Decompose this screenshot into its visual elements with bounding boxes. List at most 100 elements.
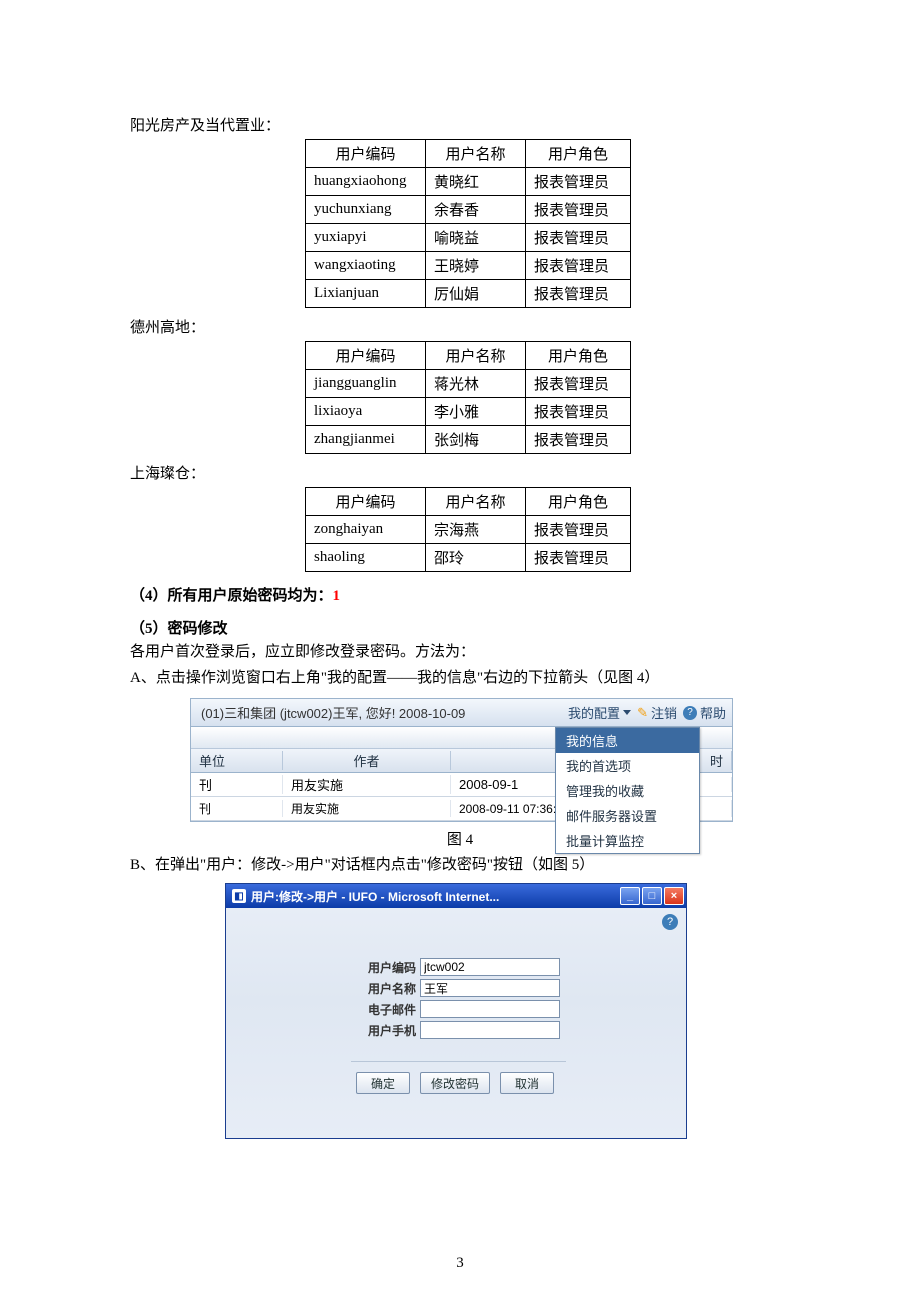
config-menu-label: 我的配置 [568,703,620,722]
cell-name: 邵玲 [426,544,526,572]
help-icon[interactable]: ? [662,914,678,930]
dropdown-item[interactable]: 我的信息 [556,728,699,753]
table-header-row: 用户编码 用户名称 用户角色 [306,488,631,516]
table-row: zonghaiyan宗海燕报表管理员 [306,516,631,544]
maximize-button[interactable]: □ [642,887,662,905]
cell-name: 余春香 [426,196,526,224]
cell-unit: 刊 [191,775,283,794]
cell-role: 报表管理员 [526,224,631,252]
section2-label: 德州高地： [130,316,790,337]
cell-code: yuchunxiang [306,196,426,224]
cell-name: 黄晓红 [426,168,526,196]
pen-icon: ✎ [637,705,648,721]
help-icon: ? [683,706,697,720]
note-4-value: 1 [333,588,341,604]
cell-role: 报表管理员 [526,252,631,280]
table-row: yuchunxiang余春香报表管理员 [306,196,631,224]
table-header-row: 用户编码 用户名称 用户角色 [306,342,631,370]
cell-role: 报表管理员 [526,516,631,544]
dropdown-item[interactable]: 批量计算监控 [556,828,699,853]
app-icon: ◧ [232,889,246,903]
form-row-phone: 用户手机 [354,1021,676,1039]
form-row-name: 用户名称 [354,979,676,997]
body-text-b: B、在弹出"用户：修改->用户"对话框内点击"修改密码"按钮（如图 5） [130,853,790,877]
section1-label: 阳光房产及当代置业： [130,114,790,135]
dialog-titlebar: ◧ 用户:修改->用户 - IUFO - Microsoft Internet.… [226,884,686,908]
cell-name: 喻晓益 [426,224,526,252]
cell-author: 用友实施 [283,775,451,794]
help-label: 帮助 [700,703,726,722]
fig4-right-links: 我的配置 ✎ 注销 ? 帮助 [568,703,726,722]
th-code: 用户编码 [306,140,426,168]
cell-code: Lixianjuan [306,280,426,308]
dialog-buttons: 确定 修改密码 取消 [356,1072,676,1094]
dropdown-item[interactable]: 邮件服务器设置 [556,803,699,828]
cell-unit: 刊 [191,800,283,817]
th-author: 作者 [283,751,451,770]
help-link[interactable]: ? 帮助 [683,703,726,722]
note-4: （4）所有用户原始密码均为：1 [130,584,790,605]
cell-role: 报表管理员 [526,280,631,308]
cell-role: 报表管理员 [526,370,631,398]
cell-code: zonghaiyan [306,516,426,544]
th-name: 用户名称 [426,140,526,168]
dropdown-item[interactable]: 管理我的收藏 [556,778,699,803]
table3: 用户编码 用户名称 用户角色 zonghaiyan宗海燕报表管理员 shaoli… [305,487,631,572]
form-row-code: 用户编码 [354,958,676,976]
separator [351,1061,566,1062]
config-menu[interactable]: 我的配置 [568,703,631,722]
th-role: 用户角色 [526,140,631,168]
change-password-button[interactable]: 修改密码 [420,1072,490,1094]
ok-button[interactable]: 确定 [356,1072,410,1094]
th-role: 用户角色 [526,488,631,516]
cell-role: 报表管理员 [526,398,631,426]
th-name: 用户名称 [426,342,526,370]
code-label: 用户编码 [354,959,416,976]
cell-author: 用友实施 [283,800,451,817]
table-row: yuxiapyi喻晓益报表管理员 [306,224,631,252]
form-row-email: 电子邮件 [354,1000,676,1018]
table-header-row: 用户编码 用户名称 用户角色 [306,140,631,168]
table-row: lixiaoya李小雅报表管理员 [306,398,631,426]
th-code: 用户编码 [306,488,426,516]
cell-code: yuxiapyi [306,224,426,252]
cell-name: 李小雅 [426,398,526,426]
cell-code: shaoling [306,544,426,572]
dropdown-item[interactable]: 我的首选项 [556,753,699,778]
dialog-body: ? 用户编码 用户名称 电子邮件 用户手机 确定 修改密码 取消 [226,908,686,1138]
logout-link[interactable]: ✎ 注销 [637,703,677,722]
user-name-input[interactable] [420,979,560,997]
phone-input[interactable] [420,1021,560,1039]
window-buttons: _ □ × [620,887,684,905]
user-code-input[interactable] [420,958,560,976]
note-4-prefix: （4）所有用户原始密码均为： [130,588,333,604]
fig4-greeting: (01)三和集团 (jtcw002)王军, 您好! 2008-10-09 [197,703,568,722]
cell-code: huangxiaohong [306,168,426,196]
body-text-a: A、点击操作浏览窗口右上角"我的配置——我的信息"右边的下拉箭头（见图 4） [130,666,790,690]
cell-role: 报表管理员 [526,544,631,572]
email-label: 电子邮件 [354,1001,416,1018]
table-row: zhangjianmei张剑梅报表管理员 [306,426,631,454]
close-button[interactable]: × [664,887,684,905]
cell-name: 宗海燕 [426,516,526,544]
email-input[interactable] [420,1000,560,1018]
config-dropdown: 我的信息 我的首选项 管理我的收藏 邮件服务器设置 批量计算监控 [555,727,700,854]
figure-5-dialog: ◧ 用户:修改->用户 - IUFO - Microsoft Internet.… [225,883,687,1139]
page-number: 3 [0,1255,920,1272]
minimize-button[interactable]: _ [620,887,640,905]
cancel-button[interactable]: 取消 [500,1072,554,1094]
cell-name: 张剑梅 [426,426,526,454]
cell-role: 报表管理员 [526,196,631,224]
cell-role: 报表管理员 [526,426,631,454]
th-name: 用户名称 [426,488,526,516]
cell-name: 厉仙娟 [426,280,526,308]
table-row: Lixianjuan厉仙娟报表管理员 [306,280,631,308]
cell-code: lixiaoya [306,398,426,426]
cell-role: 报表管理员 [526,168,631,196]
table-row: wangxiaoting王晓婷报表管理员 [306,252,631,280]
name-label: 用户名称 [354,980,416,997]
th-role: 用户角色 [526,342,631,370]
cell-code: zhangjianmei [306,426,426,454]
note-5: （5）密码修改 [130,617,790,638]
table-row: jiangguanglin蒋光林报表管理员 [306,370,631,398]
